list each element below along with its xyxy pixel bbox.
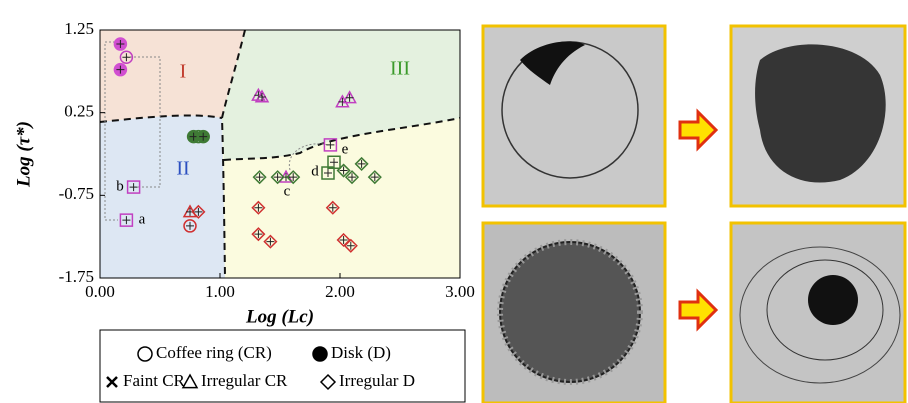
y-tick-label: 0.25 (64, 102, 94, 121)
x-tick-label: 1.00 (205, 282, 235, 301)
figure: 1.250.25-0.75-1.750.001.002.003.00Log (L… (0, 0, 908, 403)
y-axis-title: Log (τ*) (13, 121, 34, 188)
region-label: I (180, 61, 187, 83)
point-label: b (116, 178, 124, 194)
point-label: d (311, 163, 319, 179)
legend-label: Faint CR (123, 371, 186, 390)
region-label: II (176, 158, 189, 180)
region-label: III (390, 58, 410, 80)
x-tick-label: 3.00 (445, 282, 475, 301)
legend (100, 330, 465, 402)
page: 1.250.25-0.75-1.750.001.002.003.00Log (L… (0, 0, 908, 403)
point-label: e (342, 141, 349, 157)
point-label: c (284, 183, 291, 199)
x-tick-label: 2.00 (325, 282, 355, 301)
y-tick-label: -0.75 (59, 184, 94, 203)
legend-symbol (313, 347, 327, 361)
photo-disk (808, 275, 858, 325)
y-tick-label: 1.25 (64, 19, 94, 38)
arrow (680, 112, 716, 148)
legend-label: Irregular D (339, 371, 415, 390)
legend-label: Disk (D) (331, 343, 391, 362)
x-tick-label: 0.00 (85, 282, 115, 301)
x-axis-title: Log (Lc) (245, 306, 314, 327)
legend-label: Irregular CR (201, 371, 288, 390)
arrow (680, 292, 716, 328)
photos (483, 26, 905, 403)
point-label: a (139, 211, 146, 227)
legend-label: Coffee ring (CR) (156, 343, 272, 362)
